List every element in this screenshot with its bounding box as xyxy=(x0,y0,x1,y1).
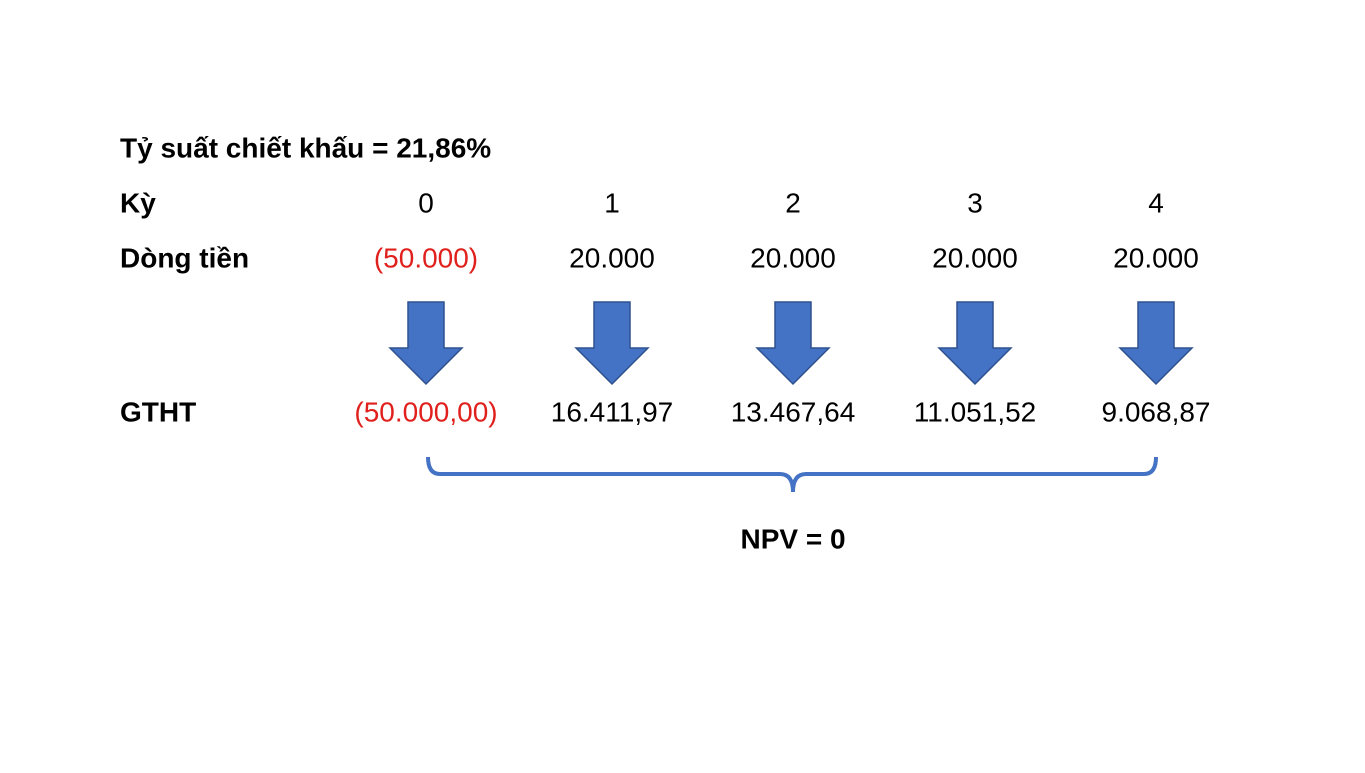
brace xyxy=(426,456,1158,493)
present-value-cell: 9.068,87 xyxy=(1102,396,1211,427)
down-arrow xyxy=(937,301,1013,386)
down-arrow xyxy=(574,301,650,386)
row-label: Kỳ xyxy=(120,187,156,218)
title: Tỷ suất chiết khấu = 21,86% xyxy=(120,132,491,163)
period-cell: 0 xyxy=(418,187,434,218)
present-value-cell: 13.467,64 xyxy=(731,396,856,427)
present-value-cell: (50.000,00) xyxy=(354,396,497,427)
period-cell: 1 xyxy=(604,187,620,218)
down-arrow xyxy=(755,301,831,386)
down-arrow xyxy=(1118,301,1194,386)
cash-flow-cell: (50.000) xyxy=(374,242,478,273)
present-value-cell: 11.051,52 xyxy=(914,396,1037,427)
row-label: Dòng tiền xyxy=(120,242,249,273)
cash-flow-cell: 20.000 xyxy=(1113,242,1199,273)
columns: 0 1 2 3 4 (50.000) 20.000 20.000 20.000 20.000 (50… xyxy=(354,187,1210,427)
period-cell: 4 xyxy=(1148,187,1164,218)
period-cell: 3 xyxy=(967,187,983,218)
cash-flow-cell: 20.000 xyxy=(750,242,836,273)
down-arrow xyxy=(388,301,464,386)
row-label: GTHT xyxy=(120,396,196,427)
npv: NPV = 0 xyxy=(740,523,845,554)
cash-flow-cell: 20.000 xyxy=(932,242,1018,273)
present-value-cell: 16.411,97 xyxy=(551,396,674,427)
period-cell: 2 xyxy=(785,187,801,218)
cash-flow-cell: 20.000 xyxy=(569,242,655,273)
